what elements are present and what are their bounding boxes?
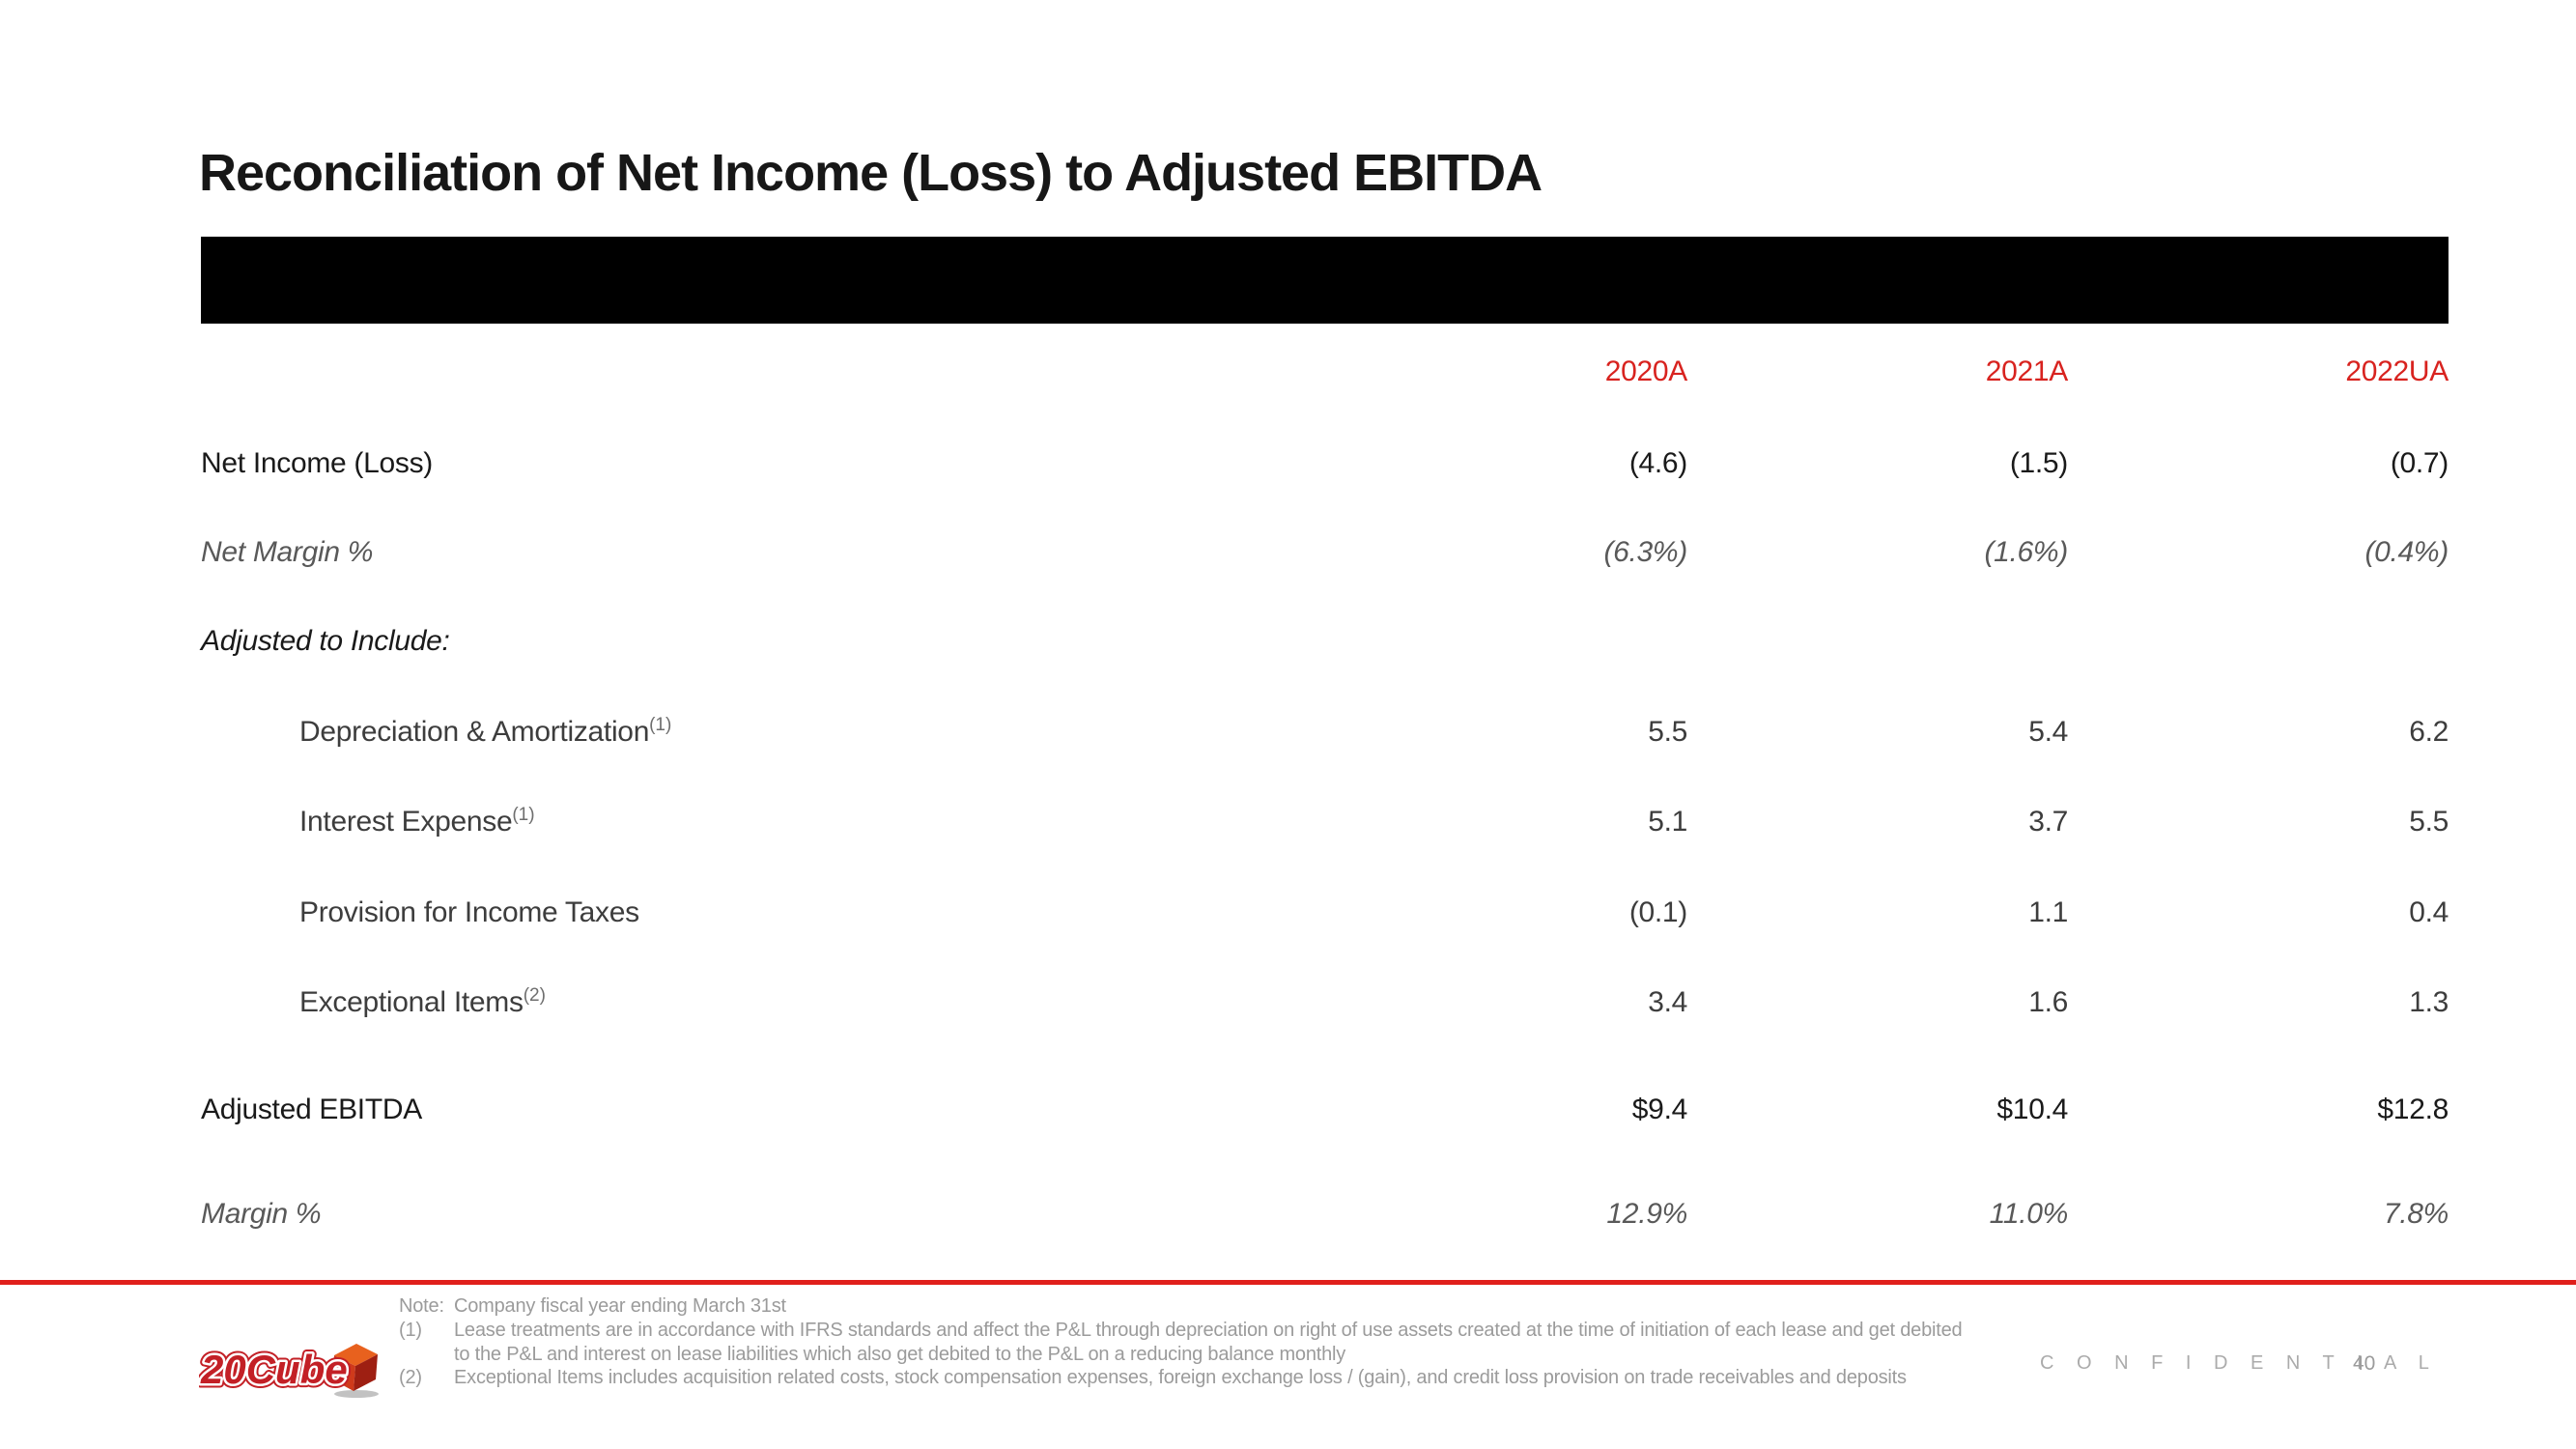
cell-value: 5.5: [2409, 806, 2449, 838]
table-row: Exceptional Items(2) 3.4 1.6 1.3: [201, 981, 2449, 1024]
footnote-ref: (1): [512, 805, 535, 825]
cell-value: (6.3%): [1603, 536, 1687, 568]
table-column-headers: 2020A 2021A 2022UA: [201, 351, 2449, 393]
footnote-marker: [399, 1343, 454, 1367]
cell-value: (4.6): [1628, 447, 1687, 479]
cell-value: 1.3: [2409, 986, 2449, 1018]
cell-value: [1687, 620, 2068, 663]
cell-value: $9.4: [1631, 1094, 1688, 1125]
cell-value: 1.6: [2028, 986, 2068, 1018]
logo-cube-icon: [332, 1344, 378, 1391]
footnote-text: Lease treatments are in accordance with …: [454, 1319, 1963, 1341]
cell-value: (1.6%): [1984, 536, 2068, 568]
cell-value: [1307, 620, 1687, 663]
footer-divider-line: [0, 1280, 2576, 1285]
cell-value: 7.8%: [2383, 1198, 2449, 1230]
table-row: Interest Expense(1) 5.1 3.7 5.5: [201, 801, 2449, 843]
footnote-ref: (1): [649, 715, 672, 735]
row-label: Depreciation & Amortization(1): [299, 715, 672, 748]
column-header-2021a: 2021A: [1985, 355, 2069, 387]
footnote-line: (2) Exceptional Items includes acquisitio…: [399, 1366, 2041, 1390]
footnote-marker: (2): [399, 1367, 422, 1389]
cell-value: 1.1: [2028, 896, 2068, 928]
cell-value: 3.7: [2028, 806, 2068, 838]
cell-value: 0.4: [2409, 896, 2449, 928]
table-row: Margin % 12.9% 11.0% 7.8%: [201, 1193, 2449, 1236]
cell-value: (0.4%): [2364, 536, 2449, 568]
confidential-label: C O N F I D E N T I A L: [2040, 1352, 2438, 1374]
header-spacer: [201, 351, 1307, 393]
cell-value: 5.5: [1648, 716, 1687, 748]
footnotes-block: Note: Company fiscal year ending March 3…: [399, 1294, 2041, 1390]
page-number: 40: [2353, 1352, 2376, 1375]
cell-value: 3.4: [1648, 986, 1687, 1018]
row-label: Margin %: [201, 1198, 322, 1230]
company-logo: 20Cube 20Cube 20Cube: [199, 1343, 379, 1398]
row-label: Adjusted EBITDA: [201, 1094, 422, 1125]
footnote-ref: (2): [523, 985, 546, 1006]
cell-value: $10.4: [1996, 1094, 2068, 1125]
cell-value: (1.5): [2009, 447, 2068, 479]
page-title: Reconciliation of Net Income (Loss) to A…: [199, 144, 1543, 202]
note-label: Note:: [399, 1295, 444, 1317]
cell-value: 6.2: [2409, 716, 2449, 748]
row-label: Exceptional Items(2): [299, 985, 546, 1018]
footnote-line: (1) Lease treatments are in accordance wi…: [399, 1319, 2041, 1343]
table-row: Net Margin % (6.3%) (1.6%) (0.4%): [201, 531, 2449, 574]
cell-value: 11.0%: [1989, 1198, 2069, 1230]
cell-value: (0.7): [2390, 447, 2449, 479]
footnote-text: to the P&L and interest on lease liabili…: [454, 1343, 1346, 1365]
row-label: Net Margin %: [201, 536, 374, 568]
cell-value: [2068, 620, 2449, 663]
row-label: Provision for Income Taxes: [299, 896, 639, 928]
footnote-marker: (1): [399, 1319, 422, 1341]
row-label: Interest Expense(1): [299, 805, 535, 838]
column-header-2022ua: 2022UA: [2345, 355, 2449, 387]
logo-text: 20Cube: [200, 1347, 348, 1392]
table-row: Provision for Income Taxes (0.1) 1.1 0.4: [201, 892, 2449, 934]
table-row: Depreciation & Amortization(1) 5.5 5.4 6.2: [201, 711, 2449, 753]
cell-value: 5.4: [2028, 716, 2068, 748]
table-row: Net Income (Loss) (4.6) (1.5) (0.7): [201, 442, 2449, 485]
column-header-2020a: 2020A: [1604, 355, 1688, 387]
note-line: Note: Company fiscal year ending March 3…: [399, 1294, 2041, 1319]
cell-value: 5.1: [1648, 806, 1687, 838]
table-row: Adjusted to Include:: [201, 620, 2449, 663]
row-label: Adjusted to Include:: [201, 625, 450, 657]
note-text: Company fiscal year ending March 31st: [454, 1295, 786, 1317]
svg-text:20Cube: 20Cube: [200, 1347, 348, 1392]
redacted-header-bar: [201, 237, 2449, 324]
cell-value: (0.1): [1628, 896, 1687, 928]
svg-text:20Cube: 20Cube: [200, 1347, 348, 1392]
footnote-text: Exceptional Items includes acquisition r…: [454, 1367, 1907, 1389]
footnote-line: to the P&L and interest on lease liabili…: [399, 1343, 2041, 1367]
cell-value: $12.8: [2377, 1094, 2449, 1125]
row-label: Net Income (Loss): [201, 447, 433, 479]
cell-value: 12.9%: [1606, 1198, 1687, 1230]
table-row: Adjusted EBITDA $9.4 $10.4 $12.8: [201, 1089, 2449, 1131]
logo-cube-shadow: [334, 1390, 379, 1398]
